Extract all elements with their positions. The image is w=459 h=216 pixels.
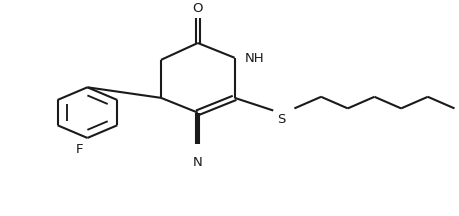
Text: S: S [276,113,285,126]
Text: O: O [192,2,202,15]
Text: NH: NH [244,52,263,65]
Text: F: F [75,143,83,156]
Text: N: N [192,156,202,169]
